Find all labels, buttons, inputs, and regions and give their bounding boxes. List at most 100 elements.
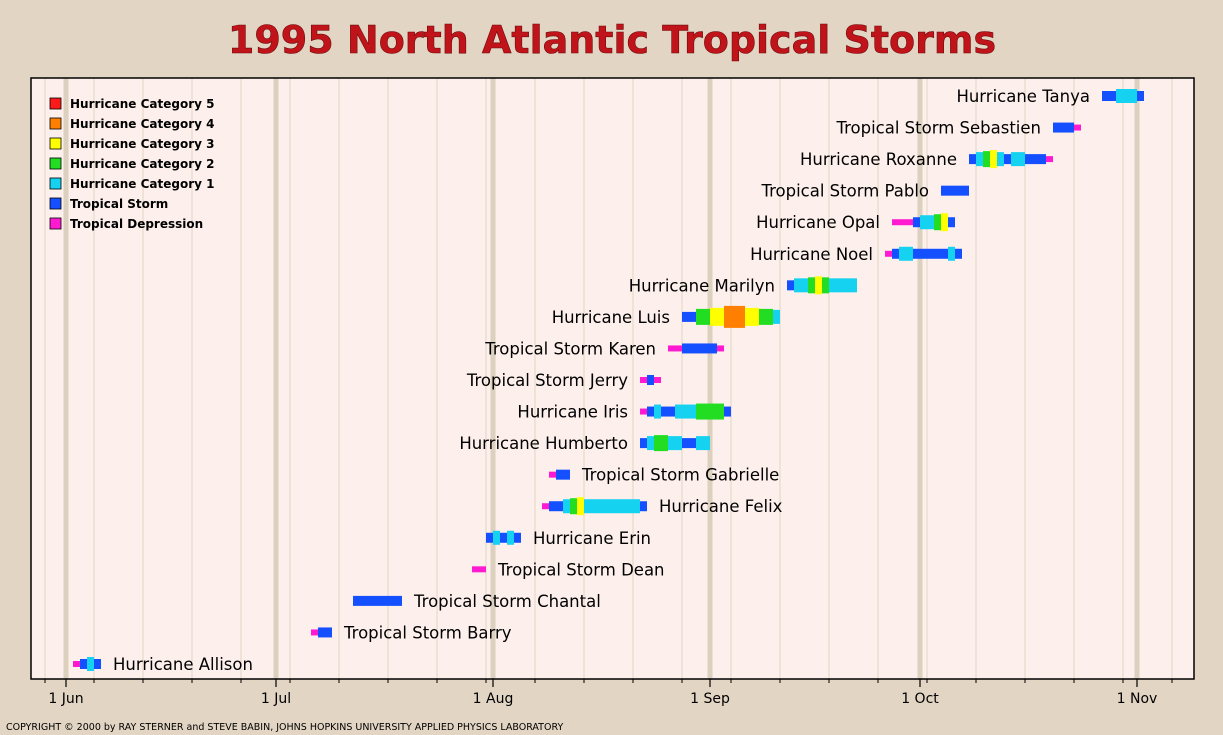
storm-tropical-storm-jerry: Tropical Storm Jerry xyxy=(466,371,661,390)
storm-segment-ts xyxy=(1102,91,1116,101)
legend-label: Hurricane Category 3 xyxy=(70,137,215,151)
storm-segment-cat3 xyxy=(745,307,759,326)
storm-segment-ts xyxy=(353,595,402,606)
storm-segment-cat3 xyxy=(815,276,822,295)
storm-segment-ts xyxy=(955,248,962,259)
storm-tropical-storm-sebastien: Tropical Storm Sebastien xyxy=(835,119,1081,138)
legend: Hurricane Category 5 Hurricane Category 4… xyxy=(49,97,215,231)
storm-tropical-storm-pablo: Tropical Storm Pablo xyxy=(760,182,969,201)
storm-segment-cat3 xyxy=(990,150,997,169)
legend-swatch-cat5 xyxy=(49,97,62,110)
storm-hurricane-felix: Hurricane Felix xyxy=(542,497,783,516)
storm-label: Hurricane Allison xyxy=(113,655,253,674)
storm-segment-ts xyxy=(80,659,87,669)
storm-segment-ts xyxy=(1137,91,1144,101)
storm-segment-cat1 xyxy=(675,404,696,419)
storm-segment-td xyxy=(472,566,486,573)
storm-bars: Hurricane Allison Tropical Storm Barry Tro… xyxy=(73,87,1144,674)
plot-area xyxy=(31,78,1194,679)
storm-segment-ts xyxy=(549,501,563,512)
storm-segment-ts xyxy=(500,532,507,543)
storm-segment-cat1 xyxy=(563,499,570,514)
tick-label: 1 Jul xyxy=(261,691,291,707)
storm-segment-ts xyxy=(892,248,899,259)
storm-segment-td xyxy=(892,219,913,226)
storm-label: Hurricane Tanya xyxy=(956,87,1090,106)
storm-label: Tropical Storm Karen xyxy=(484,339,656,358)
tick-label: 1 Aug xyxy=(473,691,514,707)
storm-segment-ts xyxy=(661,406,675,417)
storm-segment-cat1 xyxy=(948,246,955,261)
storm-tropical-storm-gabrielle: Tropical Storm Gabrielle xyxy=(549,466,779,485)
storm-segment-cat2 xyxy=(934,214,941,231)
storm-label: Hurricane Felix xyxy=(659,497,783,516)
storm-segment-ts xyxy=(969,154,976,165)
storm-segment-cat1 xyxy=(976,152,983,167)
storm-label: Hurricane Iris xyxy=(517,403,628,422)
storm-segment-cat1 xyxy=(773,309,780,324)
legend-label: Tropical Depression xyxy=(70,217,203,231)
storm-label: Tropical Storm Chantal xyxy=(413,592,601,611)
storm-segment-ts xyxy=(1004,154,1011,165)
storm-hurricane-luis: Hurricane Luis xyxy=(552,305,780,328)
storm-segment-ts xyxy=(640,438,647,449)
storm-tropical-storm-dean: Tropical Storm Dean xyxy=(472,560,665,579)
storm-hurricane-allison: Hurricane Allison xyxy=(73,655,253,674)
storm-segment-ts xyxy=(787,280,794,291)
storm-segment-td xyxy=(885,250,892,257)
storm-label: Tropical Storm Gabrielle xyxy=(581,466,779,485)
legend-label: Hurricane Category 5 xyxy=(70,97,215,111)
storm-segment-cat1 xyxy=(696,436,710,451)
storm-segment-ts xyxy=(724,406,731,417)
storm-segment-cat1 xyxy=(507,530,514,545)
chart-title: 1995 North Atlantic Tropical Storms xyxy=(228,18,996,62)
storm-segment-ts xyxy=(640,501,647,512)
storm-segment-cat3 xyxy=(710,307,724,326)
storm-segment-cat1 xyxy=(1116,89,1137,103)
storm-segment-cat2 xyxy=(696,308,710,325)
storm-segment-cat1 xyxy=(920,215,934,230)
tick-label: 1 Nov xyxy=(1117,691,1158,707)
tick-label: 1 Oct xyxy=(901,691,939,707)
storm-hurricane-humberto: Hurricane Humberto xyxy=(459,434,710,453)
storm-segment-td xyxy=(640,408,647,415)
plot-frame xyxy=(30,77,1195,680)
storm-label: Hurricane Noel xyxy=(750,245,873,264)
storm-segment-cat2 xyxy=(759,308,773,325)
storm-segment-td xyxy=(1046,156,1053,163)
storm-segment-cat3 xyxy=(577,497,584,516)
storm-segment-ts xyxy=(948,217,955,228)
storm-segment-td xyxy=(1074,124,1081,131)
storm-tropical-storm-karen: Tropical Storm Karen xyxy=(484,339,724,358)
legend-swatch-cat4 xyxy=(49,117,62,130)
storm-segment-cat1 xyxy=(87,657,94,671)
legend-swatch-cat1 xyxy=(49,177,62,190)
storm-tropical-storm-barry: Tropical Storm Barry xyxy=(311,623,512,642)
storm-segment-cat1 xyxy=(647,436,654,451)
storm-hurricane-erin: Hurricane Erin xyxy=(486,529,651,548)
storm-segment-cat4 xyxy=(724,305,745,328)
storm-label: Tropical Storm Pablo xyxy=(760,182,929,201)
storm-segment-ts xyxy=(1025,154,1046,165)
legend-label: Tropical Storm xyxy=(70,197,168,211)
storm-label: Hurricane Luis xyxy=(552,308,670,327)
storm-hurricane-roxanne: Hurricane Roxanne xyxy=(800,150,1053,169)
storm-segment-ts xyxy=(318,627,332,638)
storm-segment-td xyxy=(654,377,661,383)
legend-swatch-ts xyxy=(49,197,62,210)
storm-segment-ts xyxy=(682,311,696,322)
storm-label: Hurricane Roxanne xyxy=(800,150,957,169)
storm-segment-cat2 xyxy=(654,435,668,452)
storm-tropical-storm-chantal: Tropical Storm Chantal xyxy=(353,592,601,611)
storm-segment-cat2 xyxy=(983,151,990,168)
tick-label: 1 Jun xyxy=(48,691,83,707)
storm-segment-ts xyxy=(486,532,493,543)
storm-segment-cat3 xyxy=(941,213,948,232)
storm-segment-ts xyxy=(556,469,570,480)
storm-label: Tropical Storm Dean xyxy=(497,560,665,579)
legend-swatch-cat2 xyxy=(49,157,62,170)
legend-swatch-td xyxy=(49,217,62,230)
storm-segment-cat2 xyxy=(808,277,815,294)
storm-segment-cat1 xyxy=(997,152,1004,167)
storm-segment-ts xyxy=(647,375,654,385)
